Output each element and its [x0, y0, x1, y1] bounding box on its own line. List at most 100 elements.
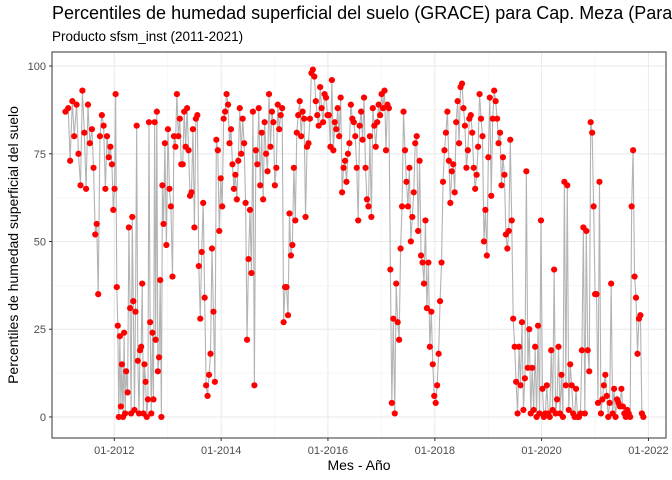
data-point — [603, 392, 610, 399]
data-point — [330, 147, 337, 154]
data-point — [189, 126, 197, 133]
data-point — [96, 133, 104, 140]
data-point — [188, 189, 195, 196]
data-point — [491, 87, 498, 94]
data-point — [143, 413, 150, 421]
data-point — [153, 108, 160, 115]
data-point — [477, 115, 485, 122]
data-point — [523, 168, 530, 175]
data-point — [388, 399, 395, 407]
data-point — [159, 182, 166, 189]
data-point — [312, 98, 319, 105]
data-point — [194, 112, 201, 119]
series-points — [62, 66, 647, 421]
data-point — [317, 83, 324, 91]
data-point — [498, 182, 505, 189]
data-point — [241, 140, 248, 147]
data-point — [356, 122, 363, 129]
data-point — [403, 178, 410, 185]
data-point — [352, 133, 359, 140]
data-point — [239, 115, 246, 122]
data-point — [562, 382, 569, 389]
data-point — [292, 217, 299, 224]
data-point — [279, 105, 286, 112]
data-point — [431, 392, 438, 399]
data-point — [640, 413, 647, 421]
data-point — [264, 168, 271, 175]
data-point — [552, 410, 559, 417]
data-point — [393, 280, 400, 287]
data-point — [346, 140, 353, 147]
data-point — [366, 133, 373, 140]
data-point — [444, 108, 451, 115]
series-line — [65, 67, 644, 419]
data-point — [608, 280, 615, 287]
data-point — [230, 185, 237, 192]
data-point — [284, 312, 292, 319]
data-point — [243, 336, 251, 343]
data-point — [211, 378, 218, 385]
data-point — [141, 361, 148, 368]
data-point — [148, 410, 155, 417]
data-point — [589, 129, 596, 136]
data-point — [599, 396, 606, 403]
data-point — [426, 343, 433, 350]
data-point — [249, 108, 257, 115]
data-point — [135, 410, 143, 417]
data-point — [86, 140, 93, 147]
data-point — [369, 105, 376, 112]
data-point — [107, 143, 114, 150]
data-point — [295, 112, 302, 119]
data-point — [551, 266, 558, 273]
data-point — [191, 224, 198, 231]
data-point — [568, 382, 575, 389]
data-point — [331, 119, 338, 126]
data-point — [322, 94, 330, 101]
data-point — [117, 403, 124, 410]
data-point — [447, 199, 454, 206]
data-point — [559, 413, 567, 421]
data-point — [379, 105, 387, 112]
series-line-path — [65, 67, 644, 419]
data-point — [154, 368, 161, 375]
data-point — [271, 182, 278, 189]
data-point — [539, 385, 546, 392]
data-point — [435, 350, 442, 357]
data-point — [81, 129, 88, 136]
data-point — [277, 112, 284, 119]
data-point — [95, 291, 102, 298]
data-point — [175, 133, 182, 140]
data-point — [219, 203, 226, 210]
data-point — [149, 329, 156, 336]
data-point — [619, 403, 626, 410]
data-point — [434, 382, 441, 389]
data-point — [184, 105, 191, 112]
data-point — [596, 178, 603, 185]
data-point — [290, 164, 297, 171]
data-point — [200, 199, 207, 206]
y-axis: 0 25 50 75 100 — [28, 61, 52, 424]
data-point — [217, 175, 224, 182]
data-point — [381, 87, 388, 94]
data-point — [526, 326, 533, 333]
data-point — [362, 164, 369, 171]
data-point — [224, 101, 232, 108]
data-point — [436, 298, 444, 305]
data-point — [565, 406, 572, 414]
data-point — [124, 389, 131, 396]
data-point — [517, 382, 524, 389]
data-point — [587, 119, 594, 126]
data-point — [257, 182, 264, 189]
data-point — [103, 133, 111, 140]
data-point — [409, 213, 416, 221]
data-point — [236, 105, 243, 112]
x-axis: 01-2012 01-2014 01-2016 01-2018 01-2020 01-20… — [94, 438, 669, 457]
data-point — [201, 294, 208, 301]
data-point — [152, 336, 159, 343]
data-point — [451, 189, 458, 196]
data-point — [299, 108, 306, 115]
data-point — [251, 382, 258, 389]
data-point — [160, 220, 167, 228]
data-point — [350, 119, 357, 126]
data-point — [377, 112, 384, 119]
